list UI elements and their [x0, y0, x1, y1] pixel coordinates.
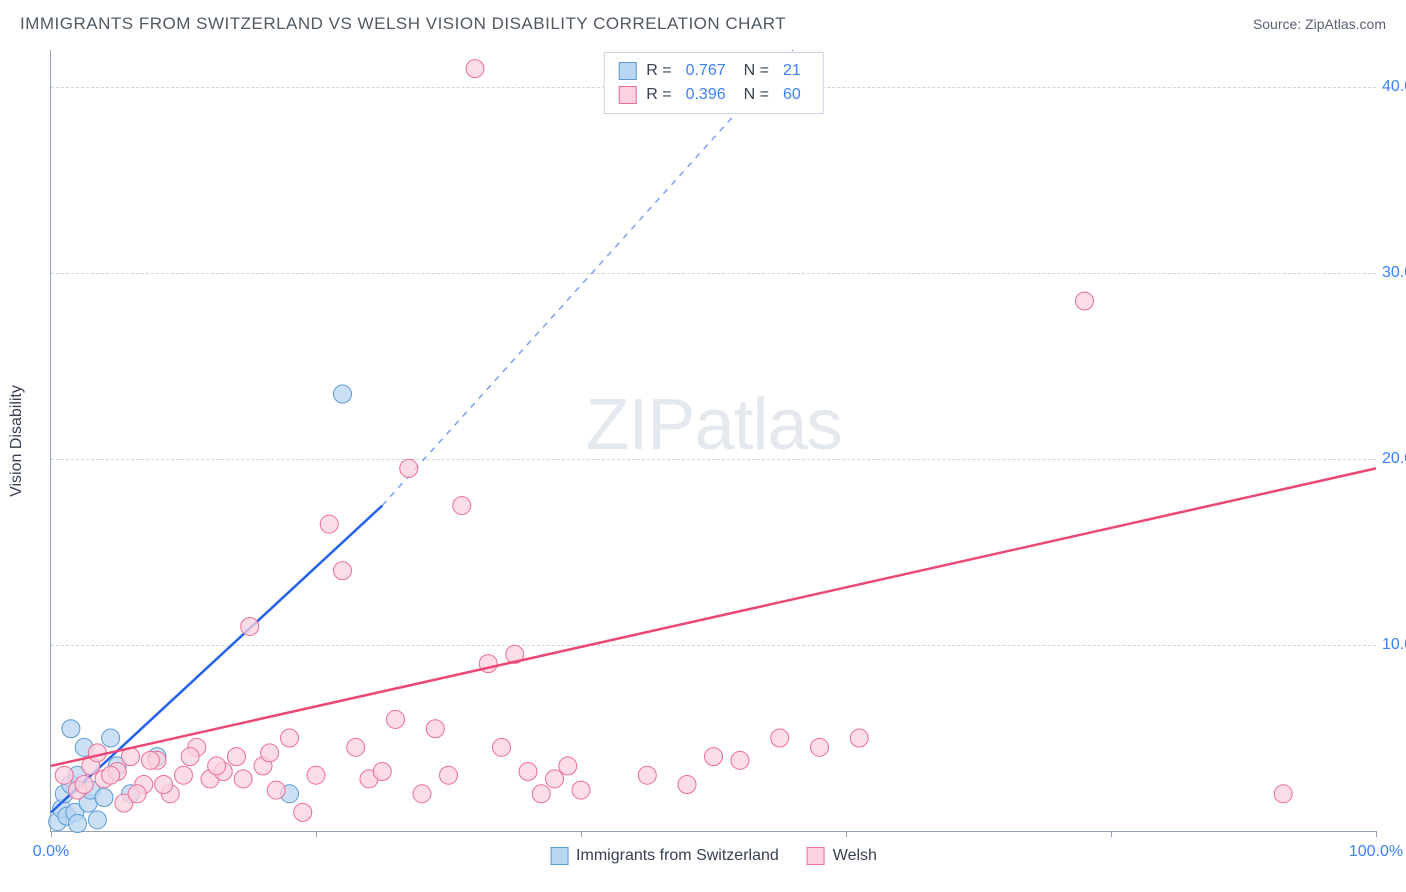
x-tick [1376, 831, 1377, 837]
source-label: Source: [1253, 16, 1301, 32]
data-point [175, 766, 193, 784]
legend-swatch [618, 62, 636, 80]
y-tick-label: 20.0% [1382, 450, 1406, 468]
data-point [181, 748, 199, 766]
y-tick-label: 30.0% [1382, 264, 1406, 282]
data-point [1076, 292, 1094, 310]
data-point [102, 766, 120, 784]
data-point [228, 748, 246, 766]
data-point [55, 766, 73, 784]
data-point [400, 459, 418, 477]
data-point [334, 562, 352, 580]
data-point [281, 729, 299, 747]
series-legend: Immigrants from Switzerland Welsh [550, 847, 877, 865]
data-point [705, 748, 723, 766]
source-value: ZipAtlas.com [1305, 16, 1386, 32]
data-point [69, 815, 87, 833]
series-legend-label: Immigrants from Switzerland [576, 847, 779, 865]
data-point [102, 729, 120, 747]
chart-source: Source: ZipAtlas.com [1253, 16, 1386, 32]
data-point [267, 781, 285, 799]
data-point [413, 785, 431, 803]
x-tick-label: 0.0% [33, 843, 69, 861]
data-point [638, 766, 656, 784]
legend-row: R = 0.767 N = 21 [618, 59, 809, 83]
data-point [731, 751, 749, 769]
chart-title: IMMIGRANTS FROM SWITZERLAND VS WELSH VIS… [20, 14, 786, 34]
scatter-plot-svg [51, 50, 1376, 831]
data-point [234, 770, 252, 788]
legend-r-label: R = [646, 59, 671, 83]
data-point [75, 776, 93, 794]
data-point [678, 776, 696, 794]
data-point [373, 762, 391, 780]
legend-swatch [807, 847, 825, 865]
data-point [466, 60, 484, 78]
data-point [155, 776, 173, 794]
data-point [261, 744, 279, 762]
y-tick-label: 10.0% [1382, 636, 1406, 654]
data-point [1274, 785, 1292, 803]
legend-r-label: R = [646, 83, 671, 107]
data-point [62, 720, 80, 738]
x-tick [51, 831, 52, 837]
series-legend-label: Welsh [833, 847, 877, 865]
data-point [453, 497, 471, 515]
data-point [95, 789, 113, 807]
trend-line-dashed [382, 50, 793, 506]
data-point [141, 751, 159, 769]
data-point [307, 766, 325, 784]
legend-n-label: N = [744, 83, 769, 107]
data-point [128, 785, 146, 803]
data-point [347, 738, 365, 756]
y-tick-label: 40.0% [1382, 78, 1406, 96]
x-tick [1111, 831, 1112, 837]
data-point [241, 617, 259, 635]
data-point [426, 720, 444, 738]
legend-r-value: 0.396 [686, 83, 726, 107]
legend-r-value: 0.767 [686, 59, 726, 83]
data-point [387, 710, 405, 728]
legend-n-label: N = [744, 59, 769, 83]
data-point [771, 729, 789, 747]
data-point [294, 803, 312, 821]
y-axis-label: Vision Disability [8, 385, 26, 497]
data-point [559, 757, 577, 775]
data-point [811, 738, 829, 756]
series-legend-item: Immigrants from Switzerland [550, 847, 779, 865]
data-point [572, 781, 590, 799]
legend-row: R = 0.396 N = 60 [618, 83, 809, 107]
x-tick [846, 831, 847, 837]
data-point [440, 766, 458, 784]
chart-header: IMMIGRANTS FROM SWITZERLAND VS WELSH VIS… [20, 14, 1386, 34]
data-point [519, 762, 537, 780]
correlation-legend-box: R = 0.767 N = 21 R = 0.396 N = 60 [603, 52, 824, 114]
legend-n-value: 60 [783, 83, 801, 107]
legend-n-value: 21 [783, 59, 801, 83]
data-point [88, 811, 106, 829]
data-point [320, 515, 338, 533]
data-point [532, 785, 550, 803]
legend-swatch [550, 847, 568, 865]
x-tick-label: 100.0% [1349, 843, 1403, 861]
series-legend-item: Welsh [807, 847, 877, 865]
legend-swatch [618, 86, 636, 104]
x-tick [581, 831, 582, 837]
data-point [334, 385, 352, 403]
data-point [850, 729, 868, 747]
data-point [208, 757, 226, 775]
data-point [493, 738, 511, 756]
x-tick [316, 831, 317, 837]
chart-plot-area: Vision Disability ZIPatlas R = 0.767 N =… [50, 50, 1376, 832]
data-point [546, 770, 564, 788]
